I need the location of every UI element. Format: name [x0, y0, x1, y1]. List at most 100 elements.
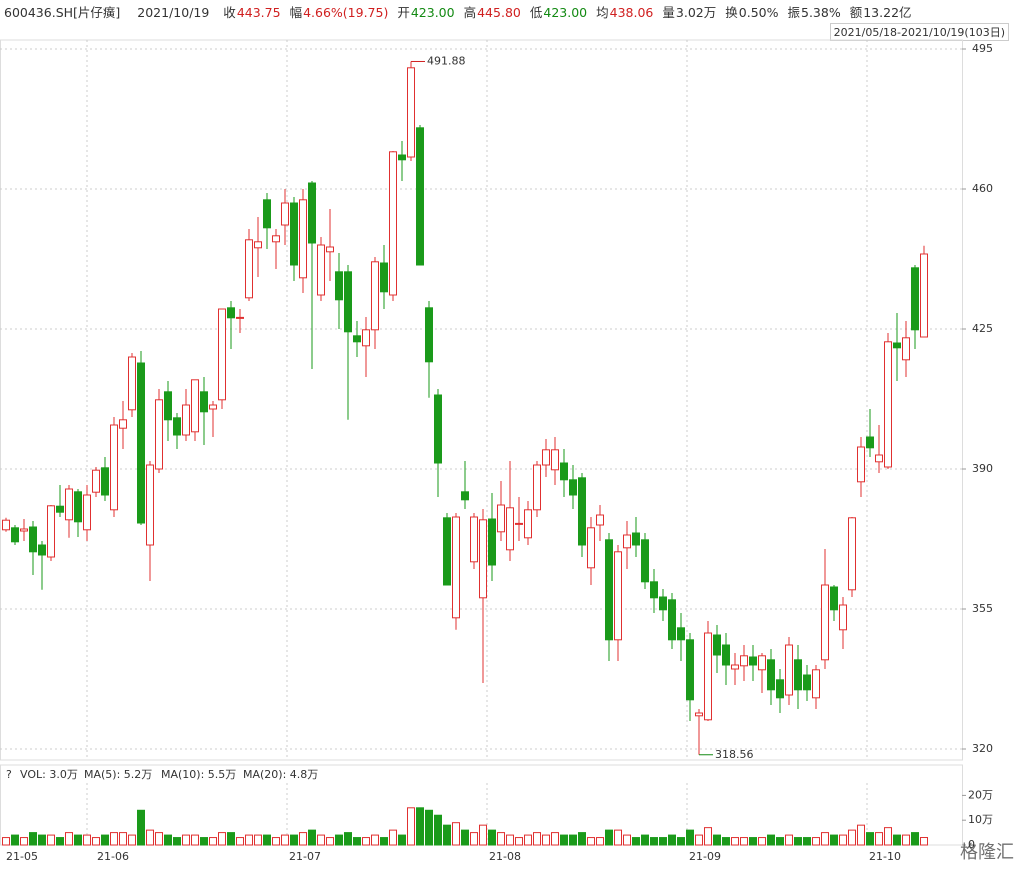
- candle-body: [551, 449, 559, 471]
- volume-legend: VOL: 3.0万: [20, 768, 78, 781]
- candle-body: [866, 436, 874, 449]
- field-label: 额: [849, 5, 863, 20]
- candle-body: [506, 507, 514, 551]
- volume-bar: [506, 834, 514, 846]
- candle-body: [164, 391, 172, 421]
- volume-bar: [74, 834, 82, 846]
- candle-body: [578, 477, 586, 546]
- volume-bar: [668, 834, 676, 846]
- candle-body: [695, 712, 703, 717]
- candle-body: [416, 127, 424, 266]
- volume-bar: [236, 837, 244, 846]
- volume-bar: [515, 837, 523, 846]
- candle-body: [101, 467, 109, 496]
- candle-body: [83, 494, 91, 531]
- volume-bar: [794, 837, 802, 846]
- annotation: 318.56: [715, 748, 754, 761]
- candle-body: [407, 67, 415, 158]
- candle-body: [677, 627, 685, 641]
- candle-body: [758, 655, 766, 671]
- candle-body: [290, 202, 298, 266]
- watermark: 格隆汇: [960, 842, 1014, 863]
- volume-bar: [47, 834, 55, 846]
- candle-body: [668, 599, 676, 641]
- volume-bar: [605, 829, 613, 846]
- candle-body: [227, 307, 235, 319]
- candle-body: [497, 504, 505, 533]
- candle-body: [362, 329, 370, 347]
- candle-body: [776, 679, 784, 699]
- field-label: 收: [223, 5, 236, 20]
- y-tick-label: 390: [972, 462, 993, 475]
- volume-bar: [362, 837, 370, 846]
- candle-body: [56, 505, 64, 513]
- candle-body: [704, 632, 712, 721]
- date-range[interactable]: 2021/05/18-2021/10/19(103日): [829, 23, 1009, 41]
- field-label: 换: [725, 5, 738, 20]
- volume-bar: [245, 834, 253, 846]
- volume-bar: [434, 814, 442, 846]
- candle-body: [182, 404, 190, 436]
- field-value: 438.06: [609, 5, 654, 20]
- field-value: 443.75: [236, 5, 281, 20]
- volume-bar: [524, 834, 532, 846]
- candle-body: [533, 464, 541, 511]
- candle-body: [281, 202, 289, 226]
- header: 600436.SH[片仔癀] 2021/10/19 收443.75 幅4.66%(…: [4, 2, 924, 21]
- volume-bar: [263, 834, 271, 846]
- field-label: 均: [596, 5, 609, 20]
- volume-bar: [560, 834, 568, 846]
- fields: 收443.75 幅4.66%(19.75) 开423.00 高445.80 低423.0…: [223, 5, 920, 20]
- volume-bar: [641, 834, 649, 846]
- volume-bar: [56, 837, 64, 846]
- field-label: 高: [463, 5, 477, 20]
- volume-bar: [461, 829, 469, 846]
- field-label: 振: [787, 5, 800, 20]
- volume-bar: [479, 824, 487, 846]
- candle-body: [434, 394, 442, 464]
- candle-body: [515, 522, 523, 525]
- volume-legend: MA(10): 5.5万: [161, 768, 236, 781]
- volume-bar: [119, 832, 127, 846]
- volume-bar: [740, 837, 748, 846]
- candle-body: [839, 604, 847, 631]
- volume-bar: [875, 832, 883, 846]
- x-tick-label: 21-09: [689, 850, 721, 863]
- field-value: 5.38%: [801, 5, 841, 20]
- candle-body: [245, 239, 253, 299]
- candle-body: [524, 509, 532, 539]
- candle-body: [875, 454, 883, 463]
- candle-body: [803, 674, 811, 691]
- candle-body: [236, 316, 244, 319]
- field-label: 开: [397, 5, 410, 20]
- volume-bar: [443, 824, 451, 846]
- volume-bar: [128, 834, 136, 846]
- volume-bar: [335, 834, 343, 846]
- field-label: 低: [529, 5, 543, 20]
- volume-tick-label: 10万: [968, 813, 993, 826]
- volume-bar: [587, 837, 595, 846]
- volume-bar: [731, 837, 739, 846]
- date: 2021/10/19: [137, 5, 210, 20]
- volume-bar: [407, 807, 415, 846]
- candle-body: [794, 659, 802, 691]
- candle-body: [461, 491, 469, 501]
- candle-body: [623, 534, 631, 549]
- candle-body: [659, 596, 667, 611]
- volume-bar: [2, 837, 10, 846]
- volume-bar: [38, 834, 46, 846]
- volume-bar: [677, 837, 685, 846]
- field-value: 13.22亿: [863, 5, 912, 20]
- volume-bar: [317, 834, 325, 846]
- candle-body: [65, 488, 73, 521]
- volume-bar: [308, 829, 316, 846]
- field-value: 423.00: [410, 5, 455, 20]
- x-tick-label: 21-06: [97, 850, 129, 863]
- volume-bar: [623, 834, 631, 846]
- candle-body: [902, 337, 910, 361]
- candle-body: [38, 544, 46, 556]
- field-value: 445.80: [477, 5, 521, 20]
- candle-body: [632, 532, 640, 546]
- volume-bar: [83, 834, 91, 846]
